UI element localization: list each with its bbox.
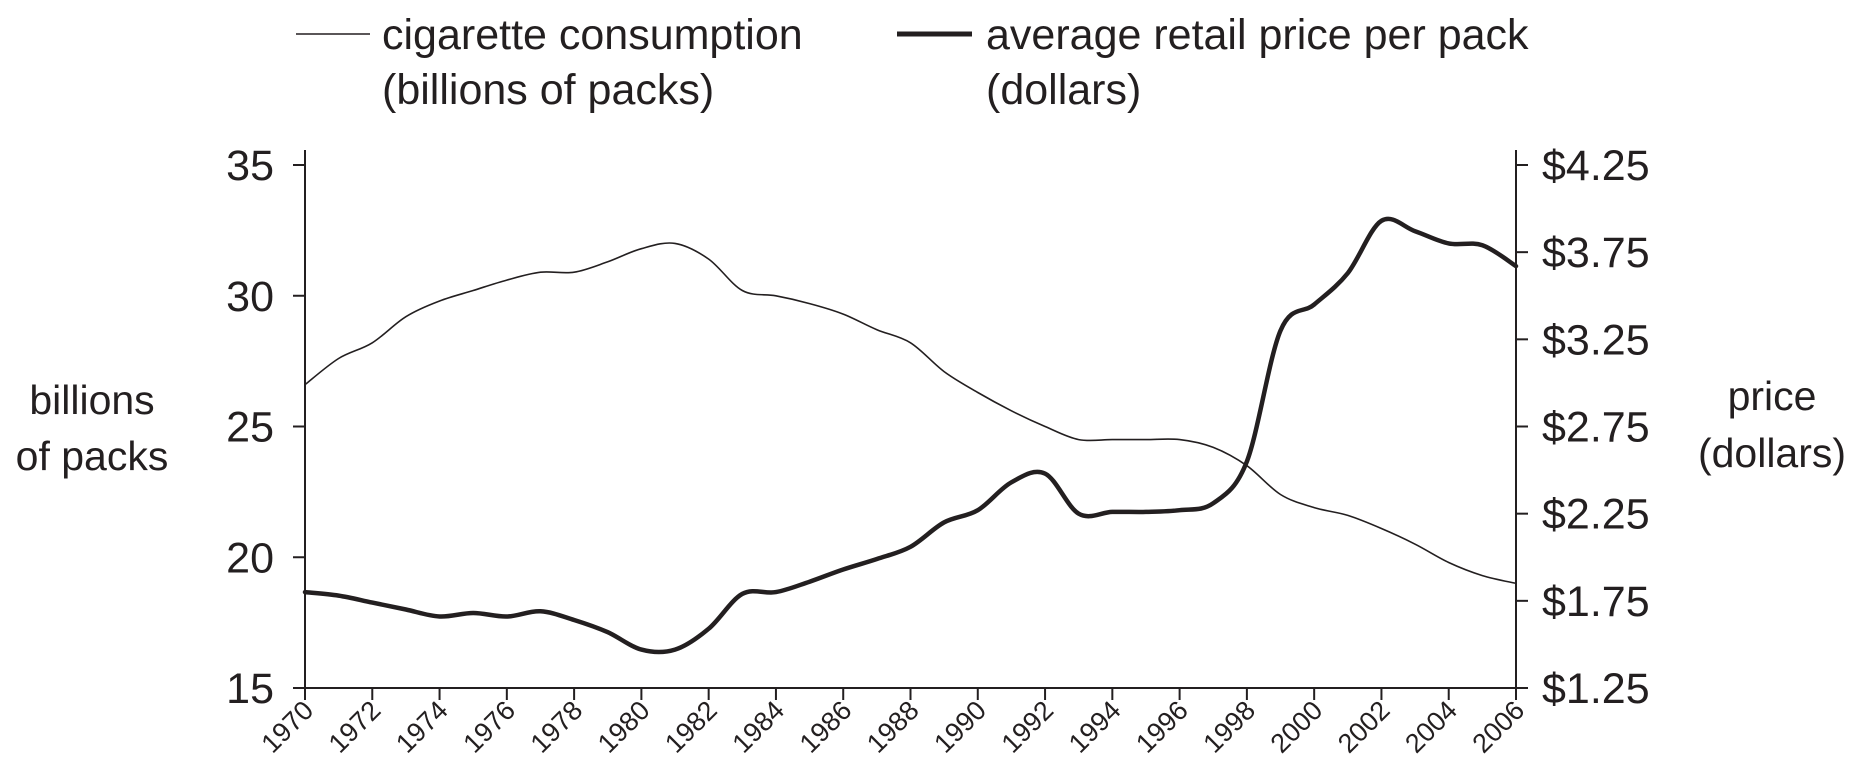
x-tick-label: 2000 [1265, 695, 1329, 759]
x-tick-label: 1976 [457, 695, 521, 759]
right-tick-label: $1.25 [1542, 665, 1650, 713]
right-axis-title-line1: price [1728, 373, 1817, 419]
x-tick-label: 1994 [1063, 695, 1127, 759]
left-tick-label: 25 [226, 404, 274, 452]
x-tick-label: 1990 [928, 695, 992, 759]
x-tick-label: 1996 [1130, 695, 1194, 759]
right-tick-label: $2.75 [1542, 404, 1650, 452]
x-tick-label: 2002 [1332, 695, 1396, 759]
x-tick-label: 1988 [861, 695, 925, 759]
right-tick-label: $1.75 [1542, 578, 1650, 626]
x-tick-label: 1972 [323, 695, 387, 759]
x-tick-label: 1974 [390, 695, 454, 759]
left-tick-label: 30 [226, 273, 274, 321]
left-axis-title-line1: billions [29, 377, 154, 423]
price-series-line [302, 216, 1519, 655]
left-axis-title-line2: of packs [16, 433, 169, 479]
x-tick-label: 1982 [659, 695, 723, 759]
chart-marks: 15 20 25 30 35 $1.25 $1.75 $2.25 $2.75 $3.25 $3.75… [226, 142, 1649, 759]
left-tick-label: 35 [226, 142, 274, 190]
consumption-series-line [304, 242, 1517, 585]
x-tick-label: 1978 [525, 695, 589, 759]
x-tick-label: 1986 [794, 695, 858, 759]
x-tick-label: 1998 [1197, 695, 1261, 759]
right-tick-label: $3.25 [1542, 316, 1650, 364]
right-tick-label: $2.25 [1542, 491, 1650, 539]
x-tick-label: 1980 [592, 695, 656, 759]
x-tick-label: 1992 [996, 695, 1060, 759]
legend-label-consumption-line2: (billions of packs) [382, 66, 714, 114]
x-tick-label: 2004 [1399, 695, 1463, 759]
legend-label-price-line2: (dollars) [986, 66, 1141, 114]
x-tick-label: 2006 [1467, 695, 1531, 759]
left-tick-label: 15 [226, 665, 274, 713]
legend: cigarette consumption (billions of packs… [296, 11, 1529, 114]
left-tick-label: 20 [226, 534, 274, 582]
legend-label-price-line1: average retail price per pack [986, 11, 1529, 59]
right-axis-title-line2: (dollars) [1698, 430, 1846, 476]
right-tick-label: $4.25 [1542, 142, 1650, 190]
x-tick-label: 1984 [726, 695, 790, 759]
legend-label-consumption-line1: cigarette consumption [382, 11, 803, 59]
right-tick-label: $3.75 [1542, 229, 1650, 277]
